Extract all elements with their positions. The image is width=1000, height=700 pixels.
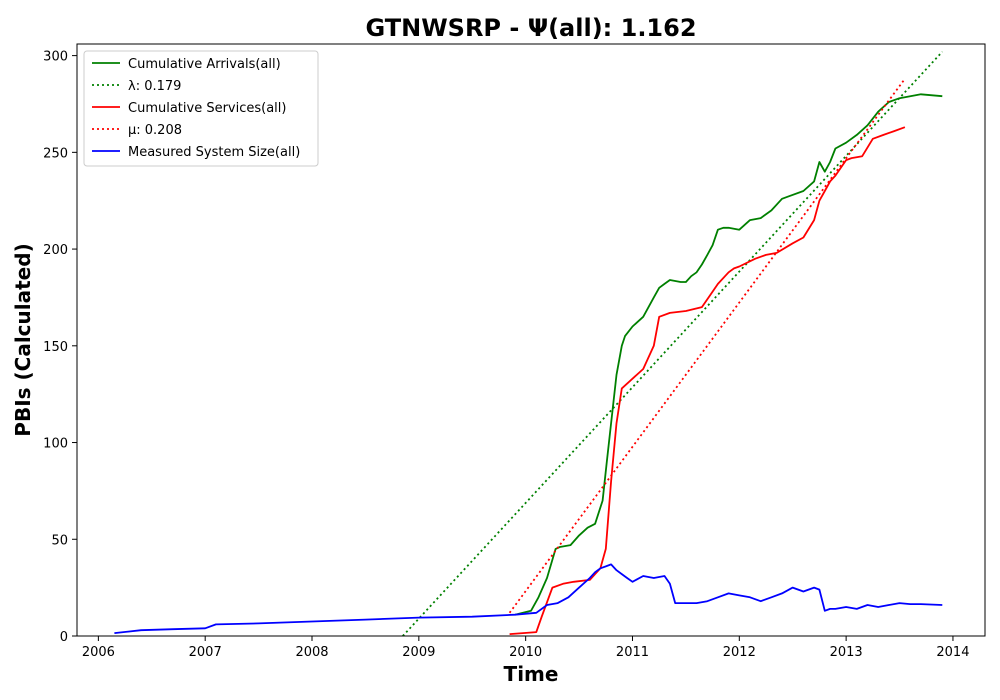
- y-tick-label: 300: [43, 50, 68, 65]
- legend-box: [83, 50, 319, 167]
- chart-title: GTNWSRP - Ψ(all): 1.162: [365, 14, 696, 42]
- y-tick-label: 200: [43, 243, 68, 258]
- legend-label: λ: 0.179: [128, 79, 181, 94]
- legend-label: Cumulative Services(all): [128, 101, 286, 116]
- x-tick-label: 2010: [509, 645, 542, 660]
- series-line-3: [509, 126, 906, 635]
- y-tick-label: 100: [43, 437, 68, 452]
- series-line-5: [114, 563, 943, 634]
- x-tick-label: 2011: [616, 645, 649, 660]
- series-line-1: [514, 93, 943, 616]
- y-tick-label: 50: [51, 533, 68, 548]
- plot-frame: [76, 43, 986, 637]
- legend: Cumulative Arrivals(all) λ: 0.179 Cumulati…: [83, 50, 319, 167]
- y-tick-label: 250: [43, 146, 68, 161]
- legend-label: Cumulative Arrivals(all): [128, 57, 281, 72]
- x-tick-label: 2006: [82, 645, 115, 660]
- y-tick-label: 150: [43, 340, 68, 355]
- legend-label: μ: 0.208: [128, 123, 182, 138]
- plot-area: [114, 51, 943, 636]
- y-axis-title: PBIs (Calculated): [11, 243, 35, 436]
- y-tick-label: 0: [60, 630, 68, 645]
- x-tick-label: 2007: [189, 645, 222, 660]
- legend-label: Measured System Size(all): [128, 145, 300, 160]
- x-tick-label: 2014: [936, 645, 969, 660]
- x-tick-label: 2009: [402, 645, 435, 660]
- axes: 2006 2007 2008 2009 2010 2011 2012 2013 2014 0 50 1…: [43, 43, 986, 660]
- x-tick-label: 2013: [830, 645, 863, 660]
- x-tick-label: 2012: [723, 645, 756, 660]
- series-line-4: [508, 78, 906, 614]
- x-axis-title: Time: [504, 662, 559, 686]
- x-tick-label: 2008: [295, 645, 328, 660]
